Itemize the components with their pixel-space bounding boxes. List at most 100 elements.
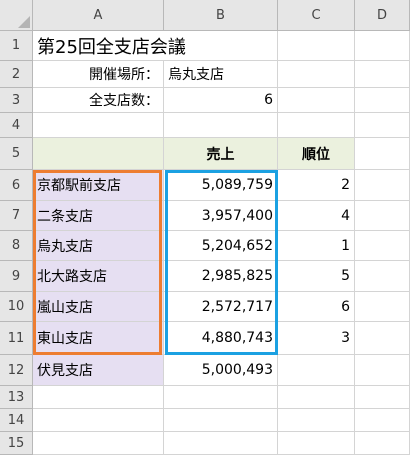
branch-name: 北大路支店 bbox=[37, 269, 107, 285]
cell-d12[interactable] bbox=[355, 355, 410, 386]
column-header-c[interactable]: C bbox=[278, 0, 355, 31]
cell-d2[interactable] bbox=[355, 61, 410, 88]
cell-b2[interactable]: 烏丸支店 bbox=[164, 61, 278, 88]
branch-sales: 3,957,400 bbox=[201, 207, 273, 224]
row-header-8[interactable]: 8 bbox=[0, 231, 33, 261]
branch-sales: 2,985,825 bbox=[201, 268, 273, 284]
venue-value: 烏丸支店 bbox=[168, 67, 224, 83]
cell-b10[interactable]: 2,572,717 bbox=[164, 292, 278, 322]
cell-a11[interactable]: 東山支店 bbox=[33, 322, 164, 355]
row-header-9[interactable]: 9 bbox=[0, 261, 33, 292]
cell-b12[interactable]: 5,000,493 bbox=[164, 355, 278, 386]
branch-rank: 3 bbox=[341, 330, 350, 346]
cell-a15[interactable] bbox=[33, 432, 164, 455]
cell-d7[interactable] bbox=[355, 201, 410, 231]
cell-b5[interactable]: 売上 bbox=[164, 138, 278, 170]
branch-name: 伏見支店 bbox=[37, 363, 93, 379]
cell-b9[interactable]: 2,985,825 bbox=[164, 261, 278, 292]
cell-d15[interactable] bbox=[355, 432, 410, 455]
cell-c10[interactable]: 6 bbox=[278, 292, 355, 322]
branch-rank: 4 bbox=[341, 207, 350, 224]
cell-d9[interactable] bbox=[355, 261, 410, 292]
row-header-4[interactable]: 4 bbox=[0, 113, 33, 138]
select-all-corner[interactable] bbox=[0, 0, 33, 31]
cell-a12[interactable]: 伏見支店 bbox=[33, 355, 164, 386]
row-header-10[interactable]: 10 bbox=[0, 292, 33, 322]
cell-c5[interactable]: 順位 bbox=[278, 138, 355, 170]
row-header-3[interactable]: 3 bbox=[0, 88, 33, 113]
cell-d5[interactable] bbox=[355, 138, 410, 170]
cell-c3[interactable] bbox=[278, 88, 355, 113]
cell-a6[interactable]: 京都駅前支店 bbox=[33, 170, 164, 201]
cell-c9[interactable]: 5 bbox=[278, 261, 355, 292]
branch-rank: 2 bbox=[341, 177, 350, 193]
column-header-d[interactable]: D bbox=[355, 0, 410, 31]
cell-a2[interactable]: 開催場所： bbox=[33, 61, 164, 88]
row-header-6[interactable]: 6 bbox=[0, 170, 33, 201]
cell-a8[interactable]: 烏丸支店 bbox=[33, 231, 164, 261]
cell-b4[interactable] bbox=[164, 113, 278, 138]
cell-d4[interactable] bbox=[355, 113, 410, 138]
row-header-12[interactable]: 12 bbox=[0, 355, 33, 386]
row-header-5[interactable]: 5 bbox=[0, 138, 33, 170]
cell-d14[interactable] bbox=[355, 409, 410, 432]
cell-c7[interactable]: 4 bbox=[278, 201, 355, 231]
cell-c1[interactable] bbox=[278, 31, 355, 61]
cell-d10[interactable] bbox=[355, 292, 410, 322]
cell-d1[interactable] bbox=[355, 31, 410, 61]
column-header-a[interactable]: A bbox=[33, 0, 164, 31]
row-header-14[interactable]: 14 bbox=[0, 409, 33, 432]
cell-d8[interactable] bbox=[355, 231, 410, 261]
cell-c6[interactable]: 2 bbox=[278, 170, 355, 201]
branch-name: 二条支店 bbox=[37, 208, 93, 225]
cell-c4[interactable] bbox=[278, 113, 355, 138]
cell-a1[interactable]: 第25回全支店会議 bbox=[33, 31, 186, 61]
row-header-11[interactable]: 11 bbox=[0, 322, 33, 355]
sales-header: 売上 bbox=[206, 146, 235, 163]
cell-a14[interactable] bbox=[33, 409, 164, 432]
row-header-13[interactable]: 13 bbox=[0, 386, 33, 409]
column-header-b[interactable]: B bbox=[164, 0, 278, 31]
cell-c11[interactable]: 3 bbox=[278, 322, 355, 355]
cell-d11[interactable] bbox=[355, 322, 410, 355]
cell-b7[interactable]: 3,957,400 bbox=[164, 201, 278, 231]
cell-b14[interactable] bbox=[164, 409, 278, 432]
cell-c2[interactable] bbox=[278, 61, 355, 88]
cell-b1[interactable] bbox=[164, 31, 278, 61]
cell-b3[interactable]: 6 bbox=[164, 88, 278, 113]
cell-a9[interactable]: 北大路支店 bbox=[33, 261, 164, 292]
select-all-triangle-icon bbox=[18, 16, 30, 28]
cell-b11[interactable]: 4,880,743 bbox=[164, 322, 278, 355]
cell-d6[interactable] bbox=[355, 170, 410, 201]
branch-rank: 1 bbox=[341, 237, 350, 254]
cell-a3[interactable]: 全支店数： bbox=[33, 88, 164, 113]
branch-count-label: 全支店数： bbox=[89, 93, 159, 109]
branch-name: 烏丸支店 bbox=[37, 238, 93, 255]
branch-name: 東山支店 bbox=[37, 331, 93, 347]
cell-c13[interactable] bbox=[278, 386, 355, 409]
meeting-title: 第25回全支店会議 bbox=[37, 36, 186, 58]
cell-b15[interactable] bbox=[164, 432, 278, 455]
cell-a13[interactable] bbox=[33, 386, 164, 409]
cell-b6[interactable]: 5,089,759 bbox=[164, 170, 278, 201]
cell-d13[interactable] bbox=[355, 386, 410, 409]
rank-header: 順位 bbox=[302, 146, 330, 163]
cell-a5[interactable] bbox=[33, 138, 164, 170]
branch-sales: 5,204,652 bbox=[201, 237, 273, 254]
row-header-7[interactable]: 7 bbox=[0, 201, 33, 231]
cell-b13[interactable] bbox=[164, 386, 278, 409]
cell-c12[interactable] bbox=[278, 355, 355, 386]
cell-c14[interactable] bbox=[278, 409, 355, 432]
cell-a4[interactable] bbox=[33, 113, 164, 138]
cell-c15[interactable] bbox=[278, 432, 355, 455]
cell-d3[interactable] bbox=[355, 88, 410, 113]
row-header-2[interactable]: 2 bbox=[0, 61, 33, 88]
row-header-15[interactable]: 15 bbox=[0, 432, 33, 455]
cell-a10[interactable]: 嵐山支店 bbox=[33, 292, 164, 322]
branch-sales: 5,089,759 bbox=[201, 177, 273, 193]
row-header-1[interactable]: 1 bbox=[0, 31, 33, 61]
cell-a7[interactable]: 二条支店 bbox=[33, 201, 164, 231]
cell-c8[interactable]: 1 bbox=[278, 231, 355, 261]
cell-b8[interactable]: 5,204,652 bbox=[164, 231, 278, 261]
